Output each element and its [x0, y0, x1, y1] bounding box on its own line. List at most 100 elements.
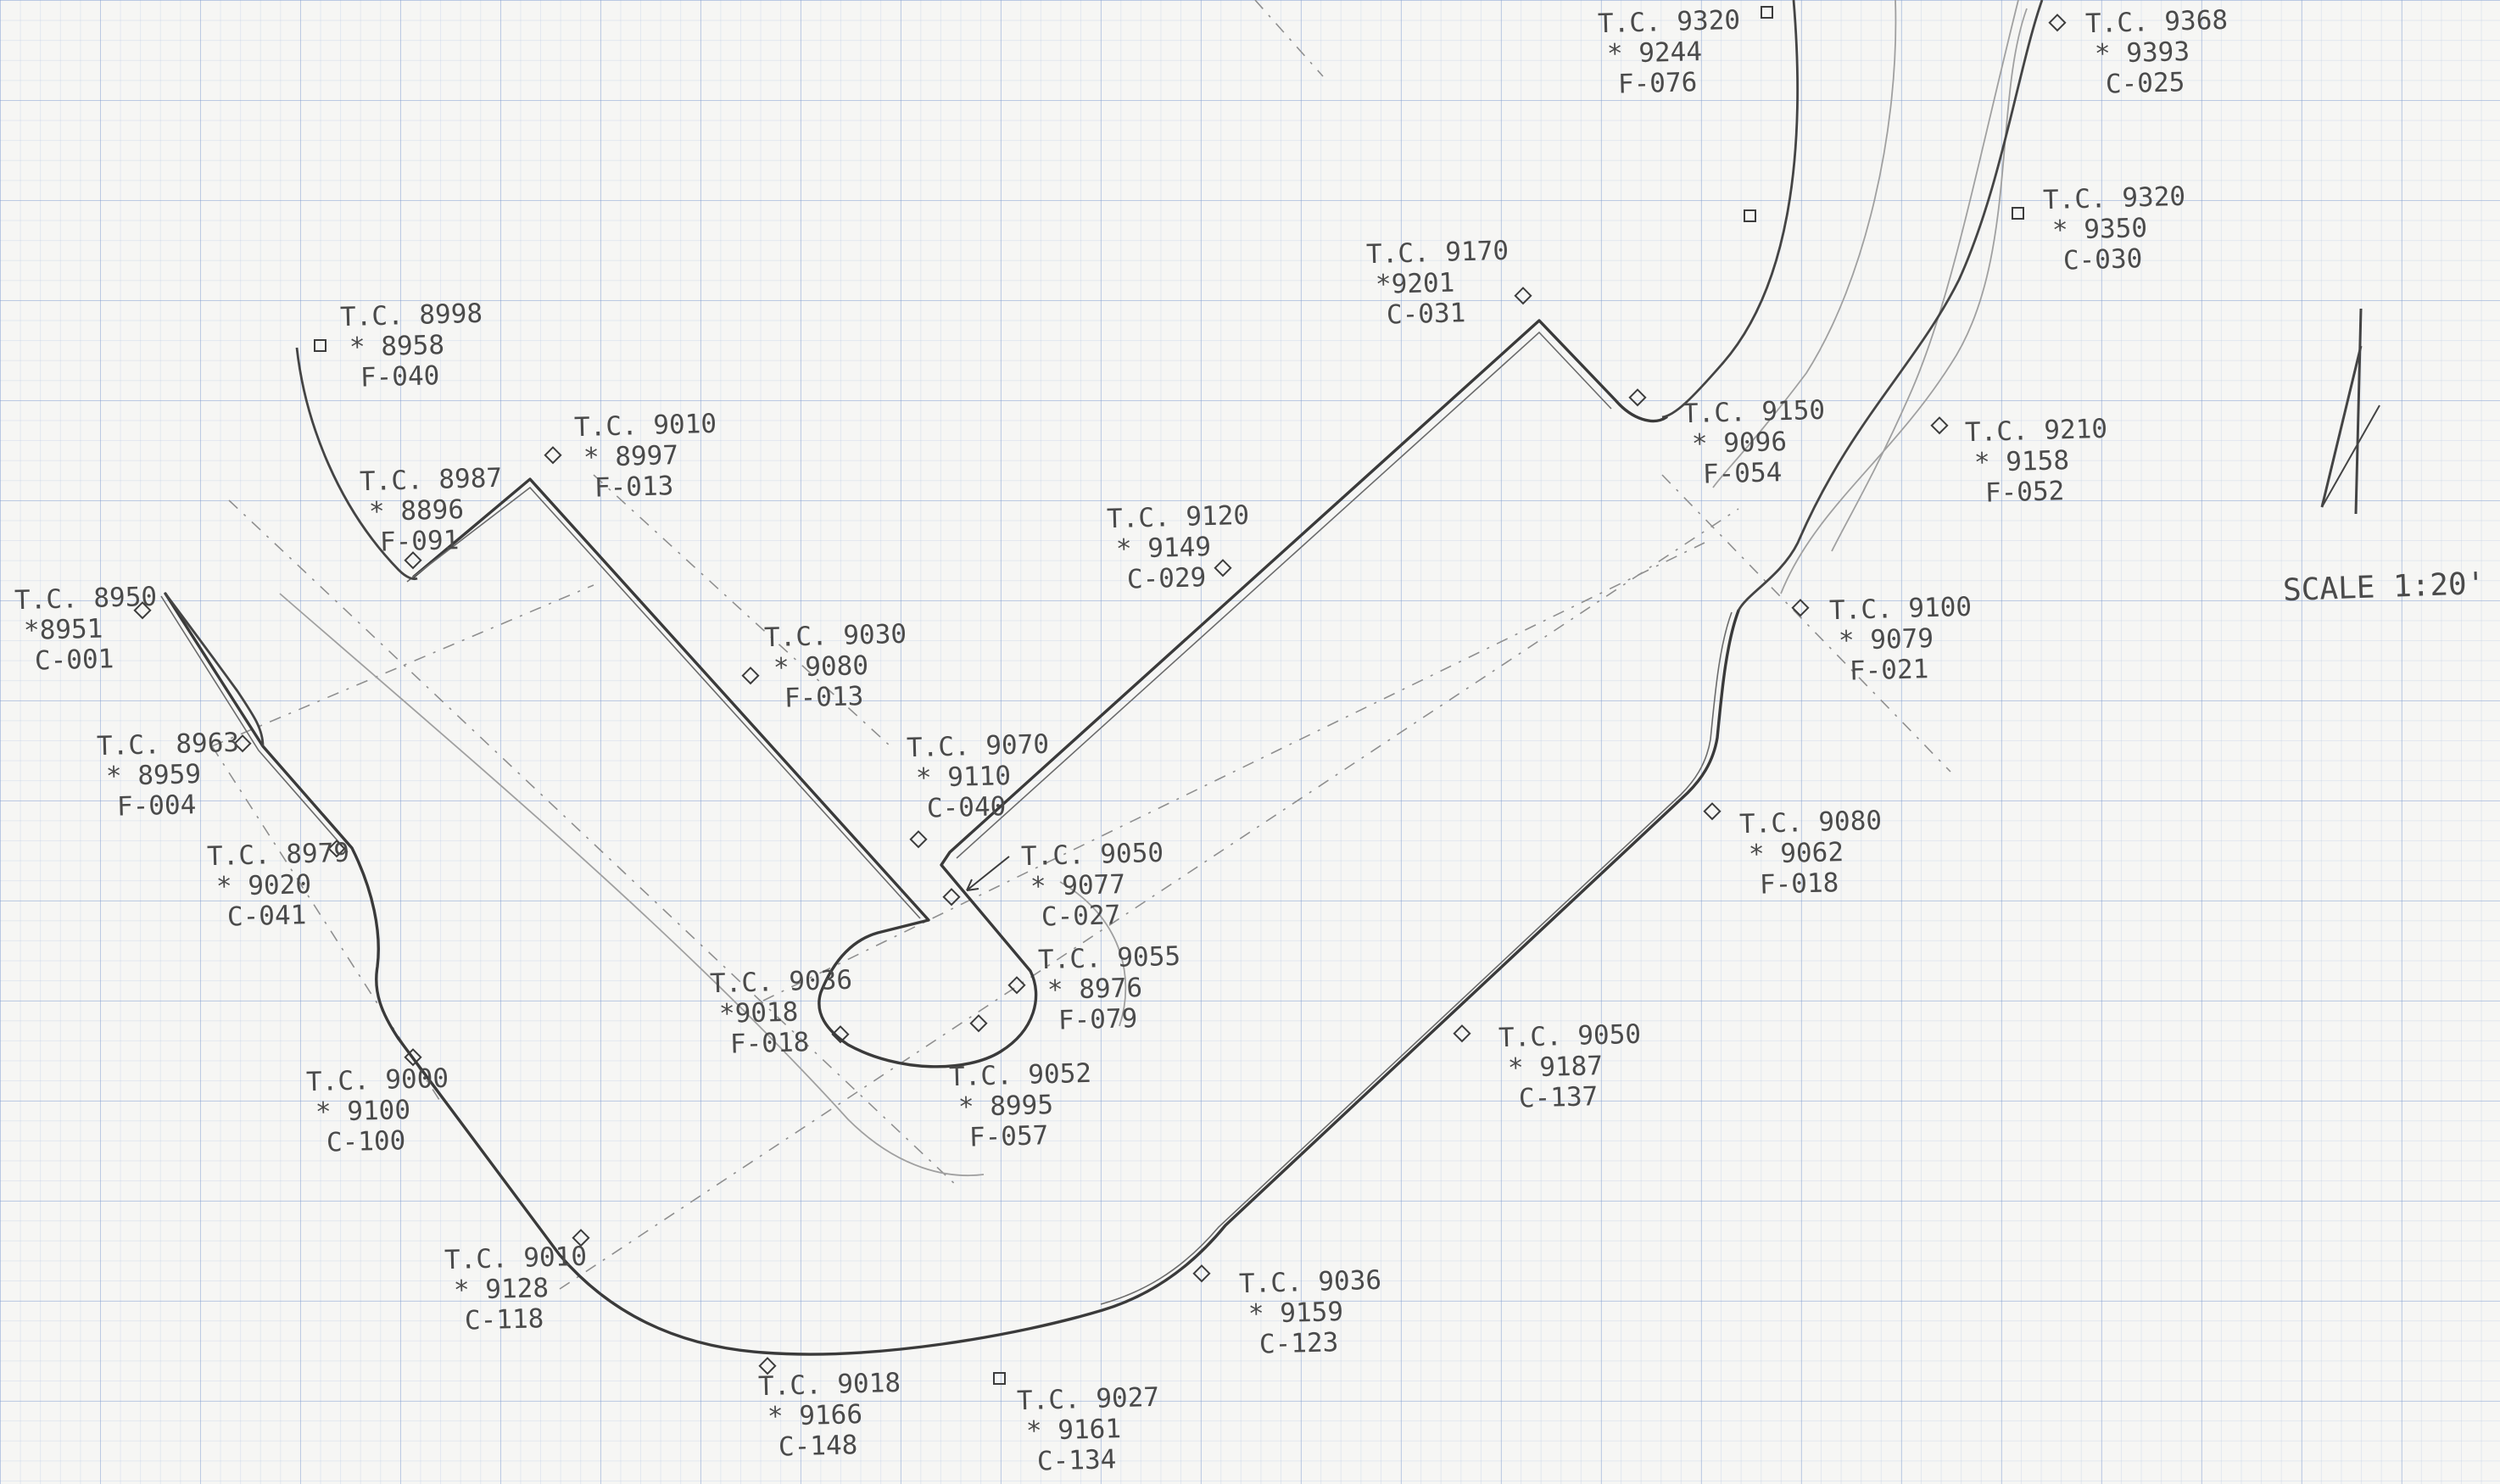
faint-arc — [1780, 8, 2028, 594]
diamond-marker-icon — [831, 1025, 850, 1044]
elevation-tag: T.C. 9080 * 9062 F-018 — [1739, 806, 1884, 901]
cut-fill-text: F-013 — [594, 471, 674, 504]
top-of-curb-text: T.C. 9080 — [1738, 805, 1883, 840]
curb-arc — [1661, 0, 1799, 419]
elevation-tag: T.C. 9210 * 9158 F-052 — [1965, 414, 2110, 509]
top-of-curb-text: T.C. 9000 — [305, 1063, 449, 1098]
offset-line — [160, 595, 349, 853]
offset-line — [406, 486, 921, 919]
diamond-marker-icon — [1761, 6, 1773, 19]
elevation-tag: T.C. 9320 * 9244 F-076 — [1598, 5, 1743, 100]
cut-fill-text: C-025 — [2105, 67, 2185, 100]
grade-value-text: * 9110 — [915, 761, 1012, 794]
cut-fill-text: F-004 — [116, 789, 197, 823]
cut-fill-text: C-148 — [778, 1430, 858, 1463]
elevation-tag: T.C. 9120 * 9149 C-029 — [1107, 500, 1252, 595]
top-of-curb-text: T.C. 9120 — [1106, 499, 1250, 535]
diamond-marker-icon — [1453, 1024, 1471, 1043]
cut-fill-text: F-091 — [379, 525, 460, 558]
top-of-curb-text: T.C. 9210 — [1964, 413, 2108, 449]
grade-value-text: * 9158 — [1973, 445, 2070, 478]
grade-value-text: *8951 — [23, 613, 103, 646]
faint-arc — [279, 593, 985, 1177]
diamond-marker-icon — [993, 1372, 1006, 1385]
top-of-curb-text: T.C. 9052 — [948, 1057, 1092, 1093]
cut-fill-text: C-041 — [226, 900, 307, 933]
diamond-marker-icon — [969, 1014, 988, 1033]
grade-value-text: * 9244 — [1606, 36, 1703, 70]
diamond-marker-icon — [758, 1357, 777, 1375]
construction-line — [1254, 0, 1324, 77]
top-of-curb-text: T.C. 9010 — [444, 1241, 588, 1276]
construction-line — [228, 499, 959, 1188]
cut-fill-text: F-076 — [1617, 67, 1698, 100]
top-of-curb-text: T.C. 9170 — [1365, 235, 1509, 271]
cut-fill-text: C-040 — [926, 791, 1007, 824]
top-of-curb-text: T.C. 9018 — [757, 1367, 901, 1403]
curb-arc — [164, 593, 265, 747]
grade-value-text: * 9128 — [453, 1273, 550, 1306]
cut-fill-text: C-029 — [1126, 562, 1207, 595]
construction-line — [762, 542, 1705, 1001]
top-of-curb-text: T.C. 9070 — [906, 728, 1050, 764]
top-of-curb-text: T.C. 9100 — [1828, 591, 1973, 627]
elevation-tag: T.C. 9070 * 9110 C-040 — [907, 729, 1052, 824]
cut-fill-text: F-079 — [1057, 1003, 1138, 1036]
grade-value-text: * 9187 — [1507, 1051, 1604, 1084]
top-of-curb-text: T.C. 8987 — [359, 462, 503, 498]
elevation-tag: T.C. 9010 * 8997 F-013 — [574, 409, 719, 504]
grade-value-text: * 9096 — [1691, 427, 1788, 460]
elevation-markers — [133, 6, 2067, 1385]
cut-fill-text: F-018 — [1759, 868, 1839, 901]
faint-arc — [1059, 881, 1127, 1027]
cut-fill-text: C-030 — [2062, 243, 2143, 276]
top-of-curb-text: T.C. 9010 — [573, 408, 717, 444]
curb-arcs — [164, 0, 2044, 747]
diamond-marker-icon — [1514, 287, 1532, 305]
offset-line — [1100, 611, 1733, 1305]
elevation-tag: T.C. 8987 * 8896 F-091 — [360, 463, 505, 558]
top-of-curb-text: T.C. 9036 — [1238, 1264, 1382, 1300]
faint-arc — [1831, 0, 2019, 552]
leader-arrow — [966, 856, 1010, 891]
elevation-tag: T.C. 9050 * 9077 C-027 — [1021, 838, 1166, 933]
elevation-tag: T.C. 9055 * 8976 F-079 — [1038, 941, 1183, 1036]
elevation-tag: T.C. 9000 * 9100 C-100 — [306, 1063, 451, 1158]
construction-arcs — [279, 0, 2028, 1177]
elevation-tag: T.C. 9150 * 9096 F-054 — [1682, 395, 1828, 490]
elevation-tag: T.C. 9018 * 9166 C-148 — [758, 1368, 903, 1463]
construction-line — [1661, 474, 1951, 773]
grade-value-text: * 9159 — [1247, 1297, 1344, 1330]
faint-arc — [1712, 0, 1897, 488]
elevation-tag: T.C. 9036 * 9159 C-123 — [1239, 1265, 1384, 1360]
top-of-curb-text: T.C. 9050 — [1020, 837, 1164, 873]
curb-arc — [295, 347, 418, 581]
diamond-marker-icon — [1192, 1264, 1211, 1283]
diamond-marker-icon — [404, 1048, 422, 1067]
top-of-curb-text: T.C. 9050 — [1498, 1018, 1642, 1054]
cut-fill-text: C-031 — [1386, 298, 1466, 331]
grade-value-text: * 9080 — [773, 650, 869, 683]
grade-value-text: * 8995 — [957, 1090, 1054, 1123]
grade-value-text: * 9077 — [1030, 869, 1126, 902]
top-of-curb-text: T.C. 9150 — [1682, 394, 1826, 430]
elevation-tag: T.C. 9027 * 9161 C-134 — [1017, 1382, 1162, 1477]
pad-boundary — [164, 592, 1740, 1356]
grade-value-text: * 8997 — [583, 440, 679, 473]
cut-fill-text: C-137 — [1518, 1081, 1599, 1114]
cut-fill-text: C-027 — [1041, 900, 1121, 933]
diamond-marker-icon — [1791, 599, 1810, 617]
grade-value-text: * 8958 — [349, 330, 445, 363]
grade-value-text: * 9149 — [1115, 532, 1212, 565]
grade-value-text: * 9393 — [2094, 36, 2190, 70]
construction-line — [593, 474, 891, 747]
elevation-tag: T.C. 9030 * 9080 F-013 — [764, 619, 909, 714]
diamond-marker-icon — [1930, 416, 1949, 435]
elevation-tag: T.C. 8998 * 8958 F-040 — [340, 298, 485, 393]
elevation-tag: T.C. 8950 *8951 C-001 — [14, 582, 159, 677]
cut-fill-text: C-100 — [326, 1125, 406, 1158]
diamond-marker-icon — [2012, 207, 2024, 220]
top-of-curb-text: T.C. 8950 — [14, 581, 158, 616]
